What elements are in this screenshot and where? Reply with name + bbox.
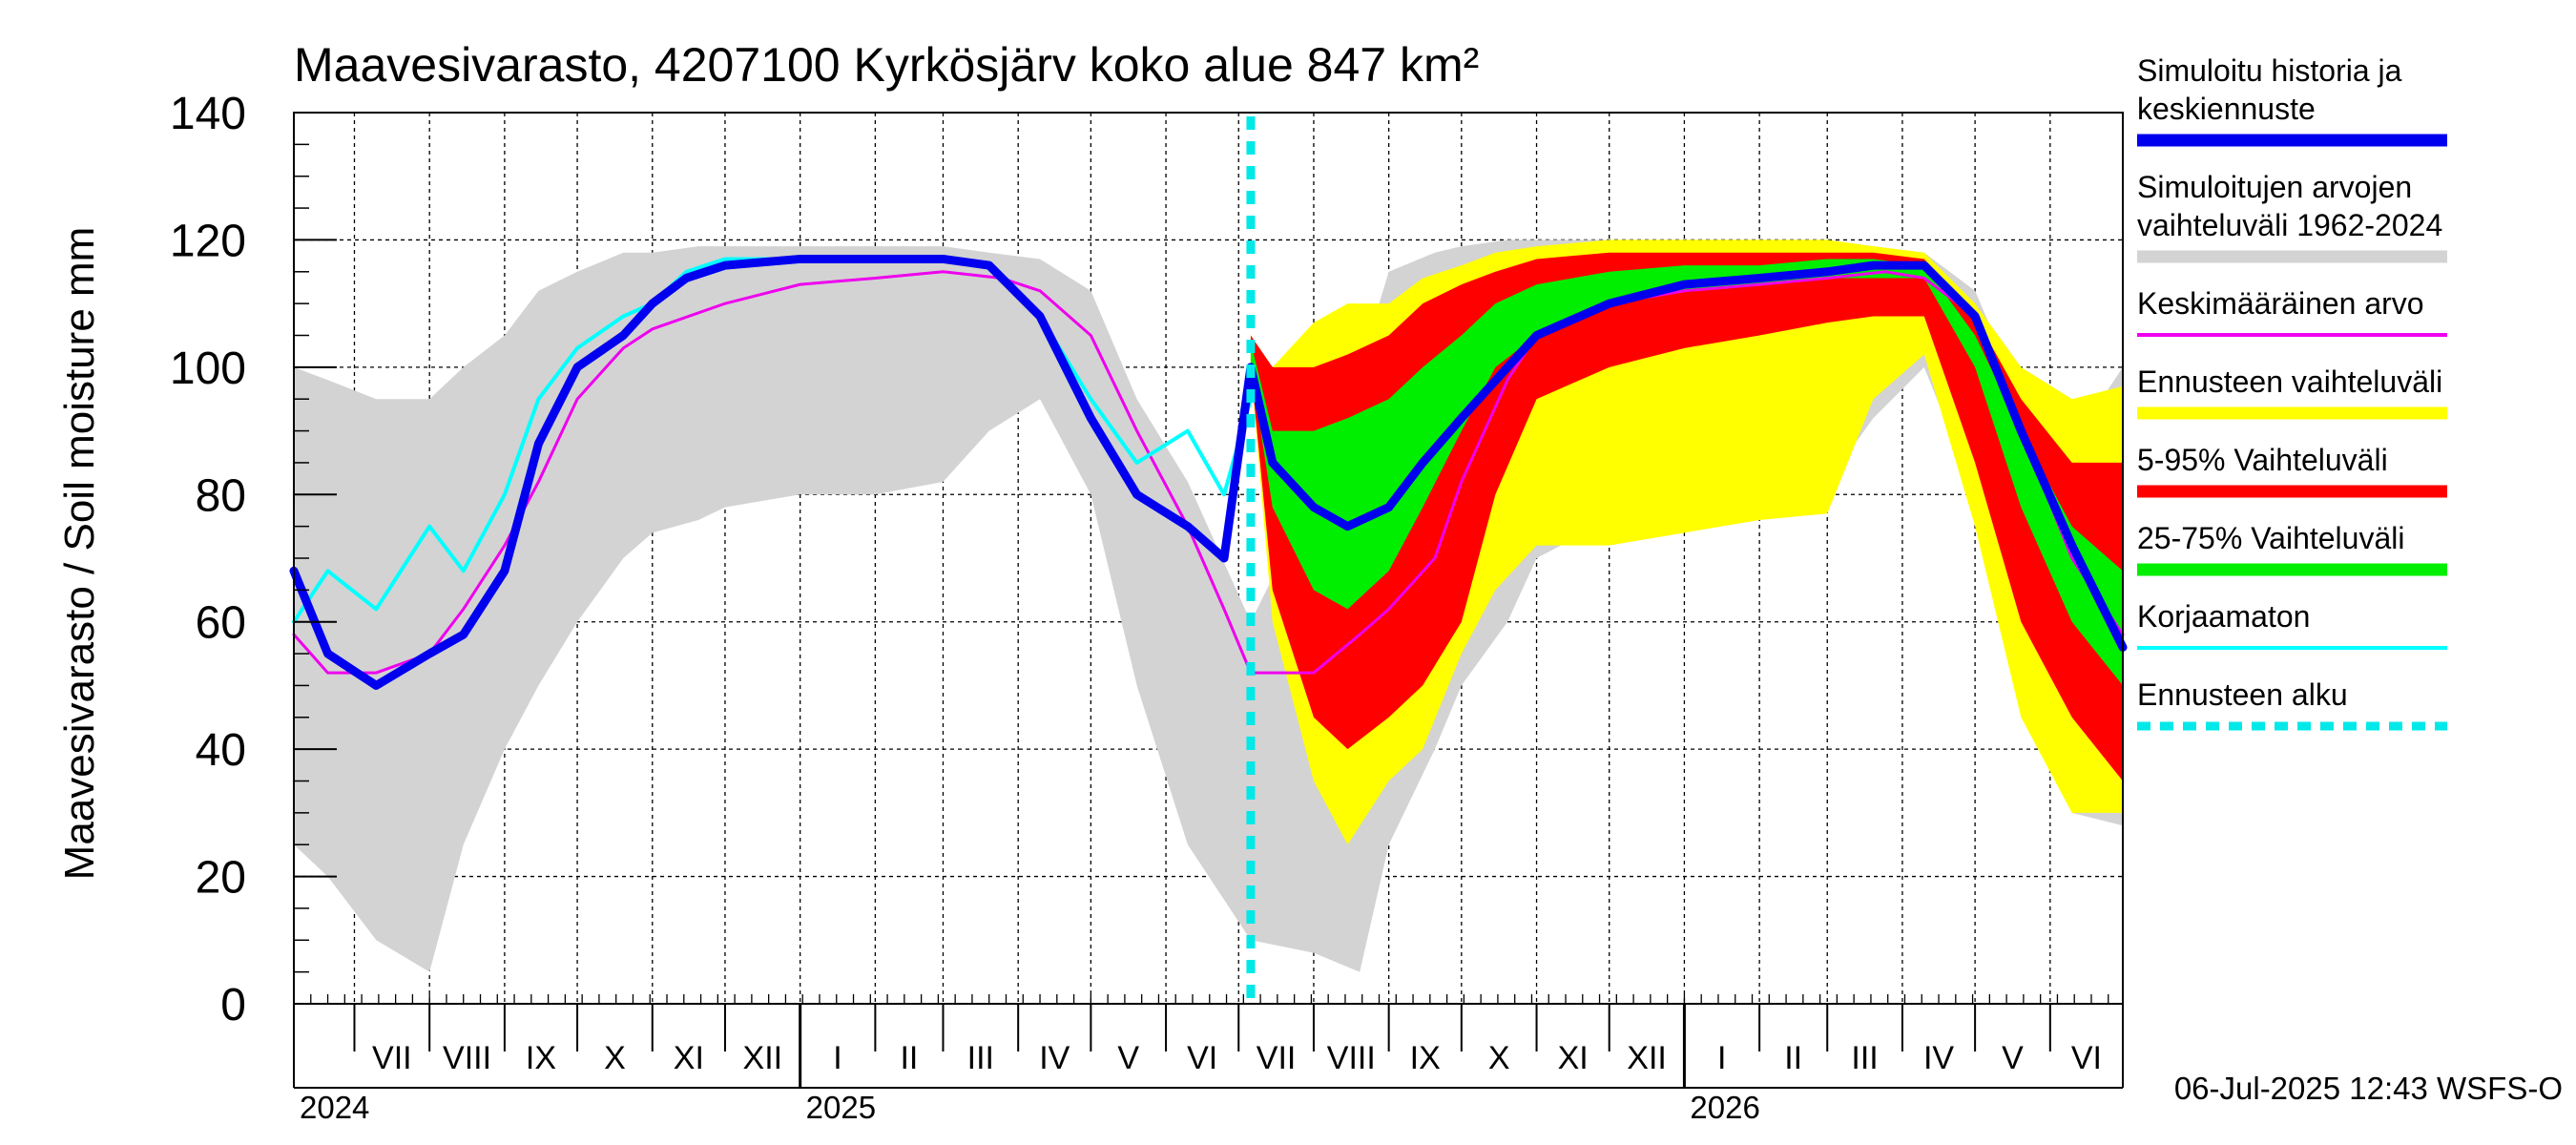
month-label: IX — [526, 1040, 556, 1076]
legend-label: Simuloitu historia ja — [2137, 53, 2402, 88]
footer-timestamp: 06-Jul-2025 12:43 WSFS-O — [2174, 1071, 2563, 1106]
y-tick-label: 140 — [170, 89, 246, 139]
y-axis-label: Maavesivarasto / Soil moisture mm — [56, 227, 103, 881]
y-axis: 0 20 40 60 80 100 120 140 — [170, 89, 337, 1030]
month-label: I — [1717, 1040, 1726, 1076]
month-label: IX — [1410, 1040, 1441, 1076]
y-tick-label: 20 — [196, 853, 246, 904]
legend: Simuloitu historia ja keskiennuste Simuloi… — [2137, 53, 2447, 731]
x-axis: VII VIII IX X XI XII I II III IV V VI VII VIII IX X XI XI… — [293, 994, 2124, 1125]
legend-label: Korjaamaton — [2137, 599, 2310, 634]
month-label: XI — [674, 1040, 704, 1076]
month-label: V — [2002, 1040, 2024, 1076]
month-label: III — [967, 1040, 994, 1076]
y-tick-label: 0 — [220, 980, 246, 1030]
y-tick-label: 40 — [196, 725, 246, 776]
legend-label: Simuloitujen arvojen — [2137, 170, 2412, 204]
legend-label: vaihteluväli 1962-2024 — [2137, 208, 2442, 242]
month-label: VIII — [443, 1040, 491, 1076]
month-label: XII — [743, 1040, 783, 1076]
month-label: II — [1784, 1040, 1802, 1076]
legend-label: Keskimääräinen arvo — [2137, 286, 2424, 321]
chart-title: Maavesivarasto, 4207100 Kyrkösjärv koko … — [294, 38, 1479, 92]
year-label: 2024 — [300, 1090, 369, 1125]
legend-label: 5-95% Vaihteluväli — [2137, 443, 2388, 477]
month-label: V — [1117, 1040, 1139, 1076]
line-mean — [292, 270, 2125, 675]
legend-label: Ennusteen alku — [2137, 677, 2348, 712]
y-tick-label: 120 — [170, 216, 246, 266]
month-label: XII — [1627, 1040, 1667, 1076]
month-label: IV — [1923, 1040, 1954, 1076]
month-label: IV — [1039, 1040, 1070, 1076]
month-label: VIII — [1327, 1040, 1376, 1076]
y-tick-label: 100 — [170, 344, 246, 394]
range-bands — [294, 239, 2123, 972]
y-tick-label: 80 — [196, 470, 246, 521]
year-label: 2025 — [806, 1090, 876, 1125]
month-label: III — [1851, 1040, 1878, 1076]
month-label: II — [900, 1040, 918, 1076]
series-lines — [289, 254, 2128, 690]
month-label: I — [833, 1040, 841, 1076]
legend-label: 25-75% Vaihteluväli — [2137, 521, 2404, 555]
month-label: VI — [1187, 1040, 1217, 1076]
legend-label: Ennusteen vaihteluväli — [2137, 364, 2442, 399]
y-tick-label: 60 — [196, 598, 246, 649]
legend-label: keskiennuste — [2137, 92, 2316, 126]
month-label: X — [1488, 1040, 1510, 1076]
line-simulated — [289, 254, 2128, 690]
plot-area — [289, 112, 2128, 1005]
month-label: VII — [372, 1040, 412, 1076]
month-label: VI — [2071, 1040, 2102, 1076]
month-label: X — [604, 1040, 626, 1076]
month-label: VII — [1257, 1040, 1297, 1076]
line-uncorrected — [292, 257, 1253, 624]
year-label: 2026 — [1690, 1090, 1759, 1125]
band-p25_75 — [1250, 259, 2123, 686]
month-label: XI — [1558, 1040, 1589, 1076]
